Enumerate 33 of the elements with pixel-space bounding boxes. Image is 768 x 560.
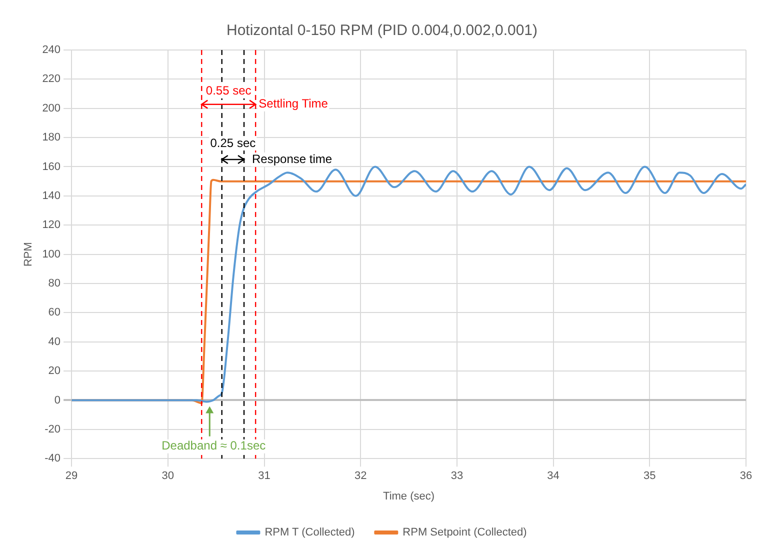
annotation: 0.25 sec <box>210 136 256 150</box>
x-tick-label: 34 <box>547 470 560 482</box>
x-tick-label: 35 <box>644 470 656 482</box>
y-tick-label: 40 <box>48 336 61 348</box>
y-tick-label: 60 <box>48 306 61 319</box>
x-tick-label: 30 <box>162 470 174 482</box>
y-tick-label: 220 <box>42 73 61 86</box>
x-tick-label: 32 <box>354 470 367 482</box>
y-tick-label: 180 <box>42 132 61 144</box>
y-tick-label: -40 <box>44 452 61 465</box>
x-tick-label: 29 <box>65 470 78 482</box>
x-axis-title: Time (sec) <box>383 490 435 502</box>
annotation: Response time <box>252 152 332 166</box>
y-tick-label: 0 <box>54 394 61 406</box>
x-tick-label: 33 <box>450 470 464 482</box>
y-tick-label: 100 <box>42 248 61 260</box>
y-tick-label: 140 <box>42 190 61 202</box>
y-tick-label: 160 <box>42 160 61 173</box>
legend-label: RPM Setpoint (Collected) <box>402 526 527 539</box>
annotation: 0.55 sec <box>206 84 252 98</box>
legend-label: RPM T (Collected) <box>264 526 355 539</box>
annotation: Settling Time <box>258 96 328 111</box>
x-tick-label: 31 <box>258 470 270 482</box>
y-tick-label: 80 <box>48 278 61 290</box>
chart-title: Hotizontal 0-150 RPM (PID 0.004,0.002,0.001) <box>226 22 538 40</box>
annotation: Deadband ≈ 0.1sec <box>162 438 266 453</box>
y-tick-label: 240 <box>42 44 61 56</box>
y-tick-label: -20 <box>44 423 61 436</box>
y-tick-label: 20 <box>48 365 61 378</box>
y-tick-label: 120 <box>42 219 61 232</box>
y-axis-title: RPM <box>22 242 35 267</box>
y-tick-label: 200 <box>42 102 61 114</box>
x-tick-label: 36 <box>740 470 752 482</box>
